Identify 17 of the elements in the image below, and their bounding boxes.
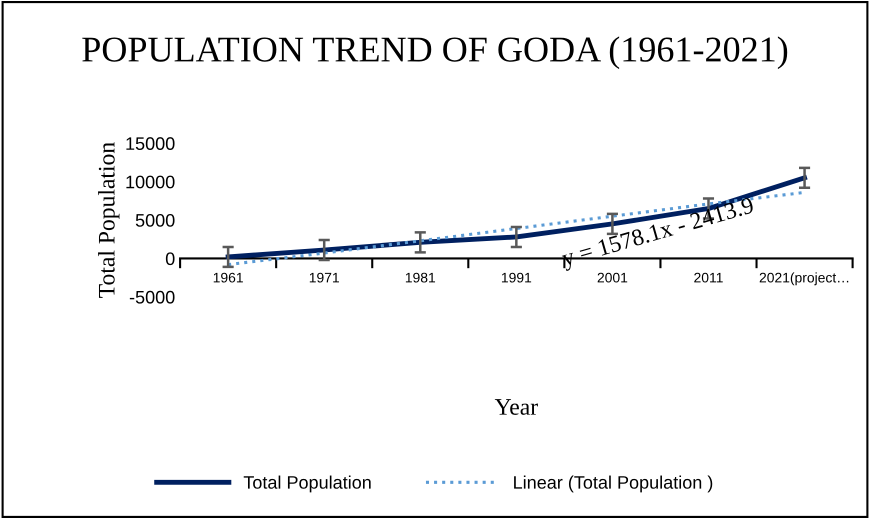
y-axis-title: Total Population (98, 142, 120, 298)
x-tick-label: 1991 (502, 272, 532, 283)
y-tick-label: 10000 (126, 176, 175, 188)
y-tick-label: 5000 (136, 214, 175, 227)
x-tick-label: 1961 (214, 272, 243, 283)
x-axis-title: Year (494, 399, 538, 415)
legend-label: Linear (Total Population ) (514, 476, 712, 492)
y-tick-label: 0 (166, 252, 175, 266)
x-tick-label: 1981 (406, 272, 436, 283)
x-tick-label: 2001 (598, 272, 628, 283)
x-tick-label: 2011 (694, 272, 723, 283)
y-tick-label: 15000 (126, 137, 175, 150)
legend-label: Total Population (244, 476, 371, 492)
y-tick-label: -5000 (130, 290, 175, 304)
chart-title: POPULATION TREND OF GODA (1961-2021) (82, 36, 788, 70)
x-tick-label: 2021(project… (760, 272, 848, 286)
x-tick-label: 1971 (310, 272, 339, 283)
